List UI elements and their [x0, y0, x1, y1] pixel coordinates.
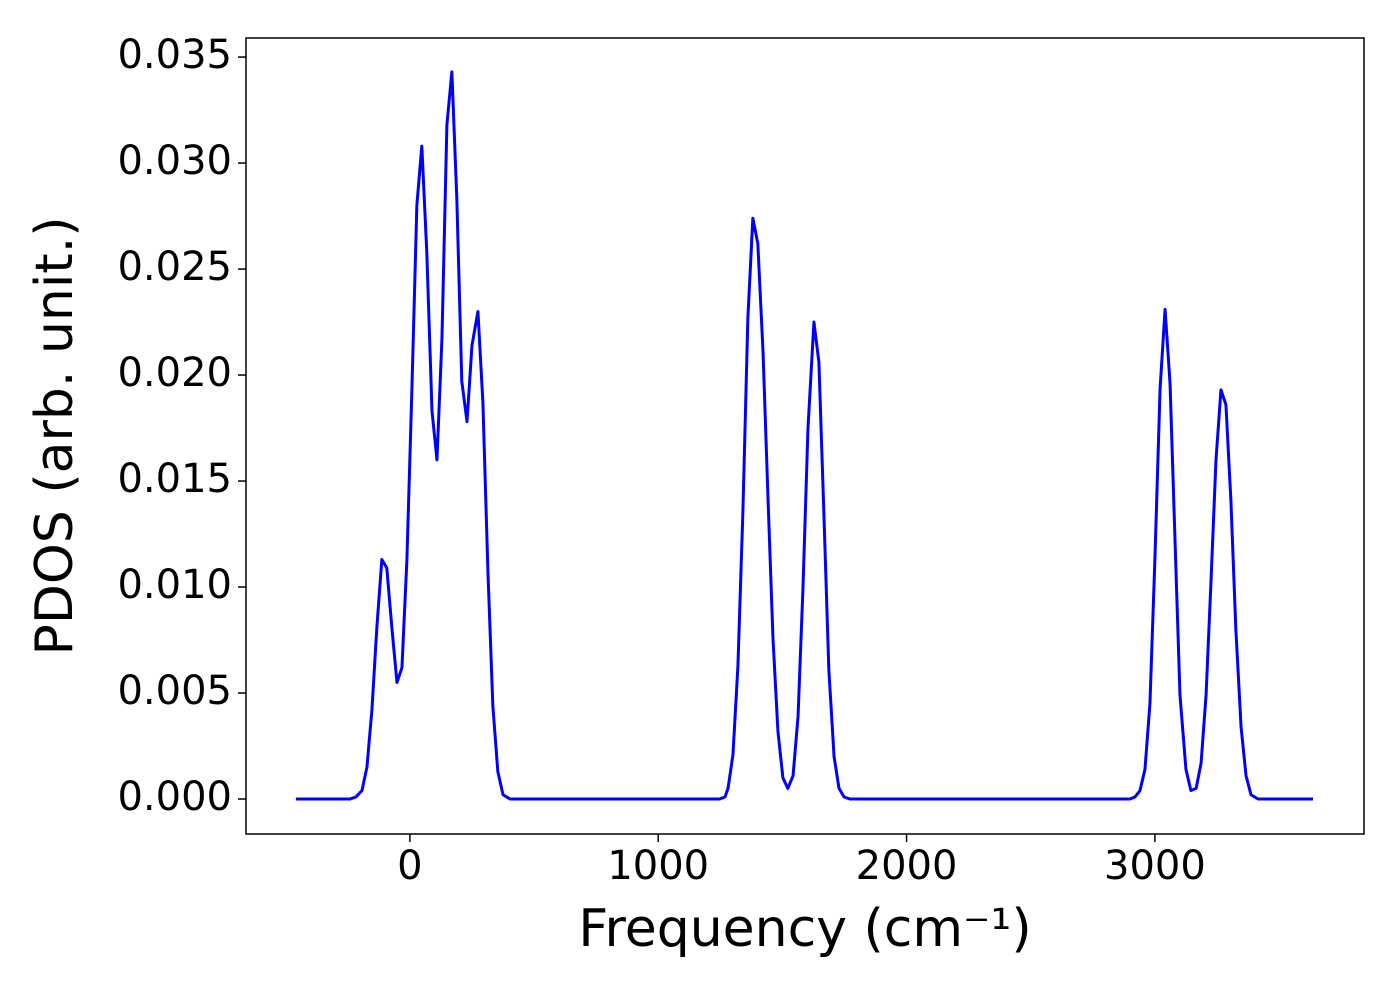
y-tick-label: 0.010 — [117, 562, 232, 608]
y-tick-label: 0.025 — [117, 244, 232, 290]
x-tick-label: 2000 — [856, 843, 958, 889]
data-line — [295, 70, 1314, 801]
plot-frame — [245, 37, 1365, 835]
y-tick-label: 0.015 — [117, 456, 232, 502]
y-axis-label: PDOS (arb. unit.) — [25, 216, 85, 655]
y-tick-label: 0.035 — [117, 32, 232, 78]
x-tick-label: 3000 — [1104, 843, 1206, 889]
y-tick-label: 0.030 — [117, 138, 232, 184]
y-tick-label: 0.020 — [117, 350, 232, 396]
y-tick-label: 0.005 — [117, 668, 232, 714]
x-tick-label: 1000 — [607, 843, 709, 889]
x-tick-label: 0 — [397, 843, 422, 889]
x-axis-label: Frequency (cm⁻¹) — [578, 899, 1031, 959]
y-tick-label: 0.000 — [117, 774, 232, 820]
